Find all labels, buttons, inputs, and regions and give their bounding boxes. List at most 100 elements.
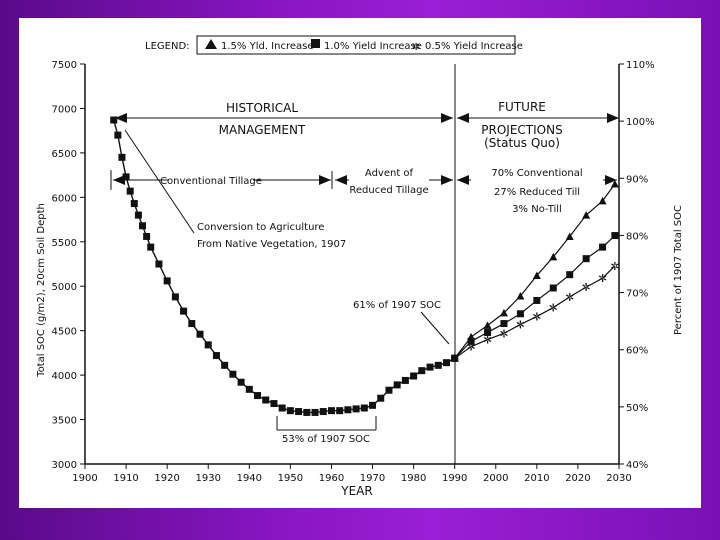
conversion-label-1: Conversion to Agriculture	[197, 222, 324, 233]
series-line-3	[454, 265, 616, 359]
historical-point	[134, 211, 142, 219]
series-point-triangle	[565, 232, 574, 240]
legend-triangle-icon	[205, 39, 217, 49]
historical-point	[114, 131, 122, 139]
historical-point	[442, 359, 450, 367]
y-tick-label: 4500	[52, 327, 77, 338]
future-label-2: PROJECTIONS	[481, 123, 562, 137]
series-point-triangle	[598, 196, 607, 205]
x-axis-label: YEAR	[340, 484, 372, 498]
arrow-right-icon	[441, 175, 453, 185]
x-tick-label: 1960	[319, 473, 344, 484]
historical-point	[385, 386, 393, 394]
series-point-star: ✲	[598, 272, 607, 285]
conventional-tillage-label: Conventional Tillage	[160, 176, 262, 187]
pct61-label: 61% of 1907 SOC	[353, 300, 441, 311]
pct61-pointer	[420, 311, 450, 345]
legend-box	[196, 35, 516, 55]
legend-square-icon	[311, 39, 320, 48]
x-tick-label: 1940	[237, 473, 262, 484]
future-label-1: FUTURE	[498, 100, 546, 114]
y-axis-label: Total SOC (g/m2), 20cm Soil Depth	[36, 203, 47, 378]
series-point-square	[566, 271, 574, 279]
legend-title: LEGEND:	[145, 41, 190, 52]
historical-point	[126, 187, 134, 195]
historical-point	[139, 222, 147, 230]
historical-point	[237, 378, 245, 386]
series-point-star: ✲	[467, 341, 476, 354]
y-right-tick-label: 60%	[626, 346, 648, 357]
historical-point	[188, 320, 196, 328]
historical-point	[418, 367, 426, 375]
series-point-star: ✲	[549, 302, 558, 315]
historical-point	[143, 232, 151, 240]
historical-point	[303, 408, 311, 416]
y-tick-label: 7000	[52, 104, 77, 115]
series-point-star: ✲	[499, 327, 508, 340]
x-tick-label: 1990	[442, 473, 467, 484]
historical-point	[360, 404, 368, 412]
pct53-label: 53% of 1907 SOC	[282, 434, 370, 445]
historical-point	[401, 376, 409, 384]
historical-point	[344, 406, 352, 414]
y-tick-label: 3500	[52, 416, 77, 427]
x-tick-label: 1950	[278, 473, 303, 484]
x-tick-label: 1920	[154, 473, 179, 484]
y-right-tick-label: 90%	[626, 174, 648, 185]
historical-point	[196, 330, 204, 338]
historical-point	[110, 116, 118, 124]
historical-point	[130, 200, 138, 208]
series-point-triangle	[516, 292, 525, 300]
series-point-triangle	[483, 321, 492, 329]
series-point-triangle	[549, 252, 558, 261]
historical-point	[278, 404, 286, 412]
historical-point	[336, 407, 344, 415]
x-tick-label: 1930	[196, 473, 221, 484]
tillage-mix-3: 3% No-Till	[512, 204, 562, 215]
legend: LEGEND: 1.5% Yld. Increase 1.0% Yield In…	[145, 35, 523, 55]
historical-point	[410, 372, 418, 380]
historical-point	[262, 396, 270, 404]
arrow-left-icon	[457, 113, 469, 123]
y-right-tick-label: 80%	[626, 231, 648, 242]
x-tick-label: 1910	[113, 473, 138, 484]
soc-chart: LEGEND: 1.5% Yld. Increase 1.0% Yield In…	[36, 35, 684, 498]
advent-label-1: Advent of	[365, 168, 414, 179]
y-tick-label: 6000	[52, 193, 77, 204]
series-point-star: ✲	[516, 318, 525, 331]
legend-entry-1: 1.5% Yld. Increase	[221, 41, 314, 52]
y-axis-right-label: Percent of 1907 Total SOC	[673, 205, 684, 335]
historical-point	[229, 370, 237, 378]
series-point-square	[549, 284, 557, 292]
tillage-mix-2: 27% Reduced Till	[494, 187, 580, 198]
series-point-square	[500, 320, 508, 328]
advent-label-2: Reduced Tillage	[349, 185, 428, 196]
y-tick-label: 5500	[52, 238, 77, 249]
arrow-left-icon	[335, 175, 347, 185]
future-label-3: (Status Quo)	[484, 136, 560, 150]
arrow-left-icon	[457, 175, 469, 185]
historical-point	[118, 153, 126, 161]
annotations: HISTORICAL MANAGEMENT FUTURE PROJECTIONS(St…	[110, 100, 619, 445]
historical-point	[155, 260, 163, 268]
historical-point	[377, 394, 385, 402]
arrow-left-icon	[113, 175, 125, 185]
series-point-square	[533, 296, 541, 304]
arrow-left-icon	[115, 113, 127, 123]
historical-label-2: MANAGEMENT	[219, 123, 306, 137]
x-tick-label: 1970	[360, 473, 385, 484]
historical-point	[204, 341, 212, 349]
historical-point	[286, 407, 294, 415]
arrow-right-icon	[607, 113, 619, 123]
series-point-square	[467, 337, 475, 345]
historical-label-1: HISTORICAL	[226, 101, 298, 115]
axis-ticks: 1900 1910 1920 1930 1940 1950 1960 1970 1980 1990…	[52, 60, 655, 484]
legend-entry-2: 1.0% Yield Increase	[324, 41, 422, 52]
series-point-square	[484, 328, 492, 336]
historical-point	[163, 277, 171, 285]
series-point-triangle	[499, 308, 508, 317]
historical-point	[319, 408, 327, 416]
historical-point	[311, 408, 319, 416]
series-point-star: ✲	[582, 281, 591, 294]
historical-point	[352, 405, 360, 413]
